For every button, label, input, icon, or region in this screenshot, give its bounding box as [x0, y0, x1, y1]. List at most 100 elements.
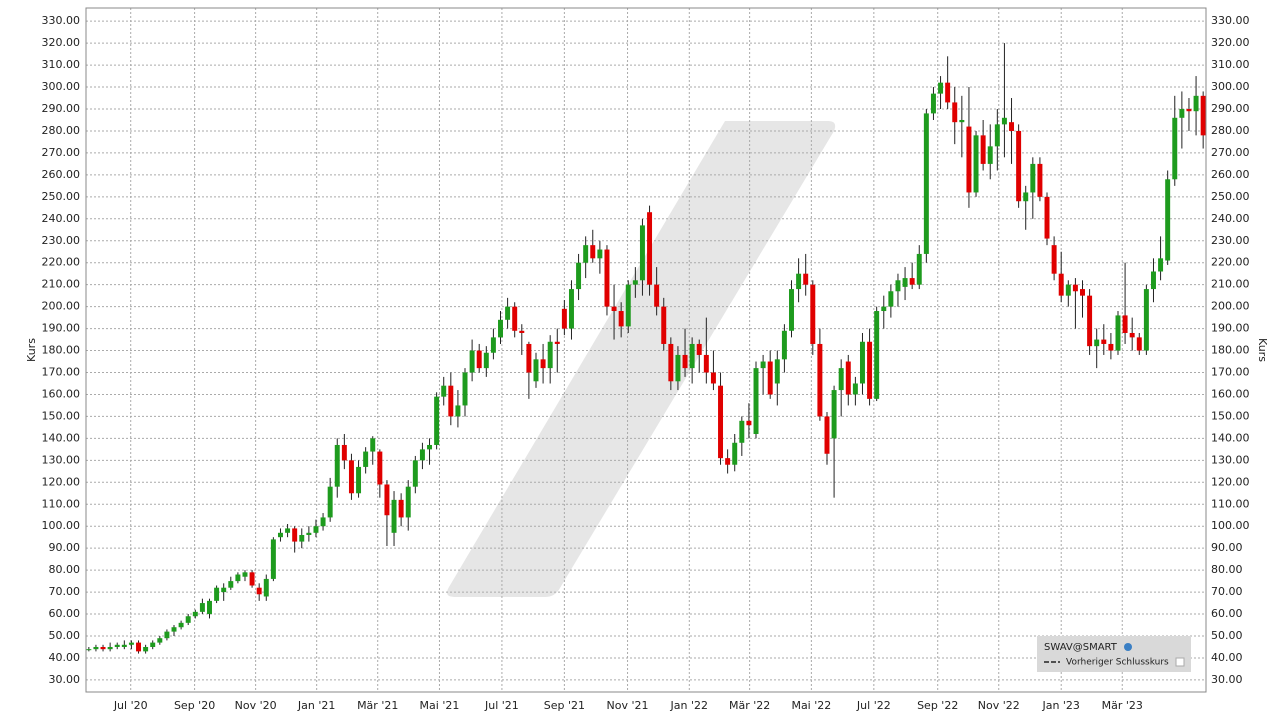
- candle-body: [845, 361, 851, 395]
- candle-body: [348, 460, 354, 494]
- candle-body: [895, 280, 901, 292]
- candle-body: [1037, 163, 1043, 197]
- plot-frame: [85, 7, 1207, 693]
- candle-body: [1080, 289, 1085, 296]
- candle-body: [434, 396, 440, 445]
- candle-body: [1094, 339, 1100, 347]
- y-tick-label: 290.00: [42, 102, 81, 115]
- y2-tick-label: 130.00: [1211, 453, 1250, 466]
- candle-body: [1108, 343, 1114, 351]
- candle-body: [1030, 163, 1036, 193]
- candle-body: [178, 622, 184, 628]
- candle-body: [86, 649, 92, 651]
- y-tick-label: 30.00: [49, 673, 81, 686]
- y-tick-label: 40.00: [49, 651, 81, 664]
- candle-body: [242, 572, 248, 577]
- candle-body: [817, 343, 823, 417]
- candle-body: [1150, 271, 1156, 290]
- candle-body: [1115, 315, 1121, 351]
- candle-body: [128, 642, 134, 645]
- y-tick-label: 90.00: [49, 541, 81, 554]
- candle-body: [852, 383, 858, 395]
- x-tick-label: Jan '23: [1041, 699, 1079, 712]
- y2-tick-label: 230.00: [1211, 234, 1250, 247]
- candle-body: [1193, 95, 1199, 112]
- y2-tick-label: 190.00: [1211, 322, 1250, 335]
- x-tick-label: Jan '22: [670, 699, 708, 712]
- candle-body: [909, 278, 915, 285]
- candle-body: [938, 82, 944, 94]
- candle-body: [966, 126, 972, 193]
- y2-tick-label: 260.00: [1211, 168, 1250, 181]
- x-tick-label: Jan '21: [297, 699, 335, 712]
- candle-body: [277, 532, 283, 538]
- candle-body: [902, 278, 908, 287]
- candle-body: [1072, 284, 1078, 292]
- y2-tick-label: 80.00: [1211, 563, 1243, 576]
- y2-tick-label: 110.00: [1211, 497, 1250, 510]
- candle-body: [455, 405, 461, 417]
- y-tick-label: 180.00: [42, 344, 81, 357]
- candle-body: [710, 372, 716, 384]
- watermark: [447, 121, 836, 597]
- candle-body: [930, 93, 936, 114]
- candle-body: [306, 532, 312, 535]
- candle-body: [952, 102, 958, 123]
- candle-body: [370, 438, 376, 452]
- y2-tick-label: 50.00: [1211, 629, 1243, 642]
- candle-body: [838, 368, 844, 391]
- candle-body: [412, 460, 418, 487]
- candle-body: [547, 341, 553, 369]
- y-tick-label: 270.00: [42, 146, 81, 159]
- candle-body: [881, 306, 887, 312]
- candle-body: [661, 306, 667, 344]
- candle-body: [533, 359, 539, 382]
- candle-body: [1087, 295, 1093, 347]
- y2-tick-label: 160.00: [1211, 387, 1250, 400]
- x-tick-label: Nov '22: [978, 699, 1020, 712]
- candle-body: [675, 354, 681, 382]
- candle-body: [285, 528, 291, 533]
- candle-body: [483, 352, 489, 369]
- candle-body: [696, 343, 702, 355]
- y2-tick-label: 40.00: [1211, 651, 1243, 664]
- y-tick-label: 250.00: [42, 190, 81, 203]
- candle-body: [1058, 273, 1064, 296]
- candle-body: [859, 341, 865, 384]
- candle-body: [994, 124, 1000, 147]
- candle-body: [639, 225, 645, 281]
- candle-body: [143, 646, 149, 652]
- y2-tick-label: 300.00: [1211, 80, 1250, 93]
- candle-body: [320, 517, 326, 527]
- candle-body: [540, 359, 546, 369]
- candle-body: [703, 354, 709, 373]
- y2-tick-label: 270.00: [1211, 146, 1250, 159]
- legend-checkbox[interactable]: [1175, 657, 1185, 667]
- candle-body: [235, 574, 241, 582]
- candle-body: [405, 486, 411, 518]
- candle-body: [632, 280, 638, 285]
- legend-symbol: SWAV@SMART: [1044, 642, 1118, 653]
- candle-body: [1158, 258, 1164, 272]
- candle-body: [1129, 332, 1135, 338]
- candle-body: [448, 385, 454, 417]
- x-tick-label: Mai '21: [420, 699, 460, 712]
- candle-body: [1009, 122, 1015, 131]
- y-tick-label: 120.00: [42, 475, 81, 488]
- x-tick-label: Jul '21: [484, 699, 519, 712]
- y2-tick-label: 290.00: [1211, 102, 1250, 115]
- x-tick-label: Mär '23: [1102, 699, 1143, 712]
- y-tick-label: 60.00: [49, 607, 81, 620]
- candle-body: [718, 385, 724, 459]
- x-tick-label: Nov '20: [235, 699, 277, 712]
- candle-body: [618, 311, 624, 327]
- y-tick-label: 170.00: [42, 366, 81, 379]
- y-axis-label: Kurs: [25, 338, 38, 362]
- candle-body: [363, 451, 369, 467]
- y2-tick-label: 180.00: [1211, 344, 1250, 357]
- candle-body: [185, 616, 191, 623]
- y-tick-label: 230.00: [42, 234, 81, 247]
- candle-body: [1186, 109, 1192, 112]
- candle-body: [597, 249, 603, 259]
- candle-body: [526, 343, 532, 373]
